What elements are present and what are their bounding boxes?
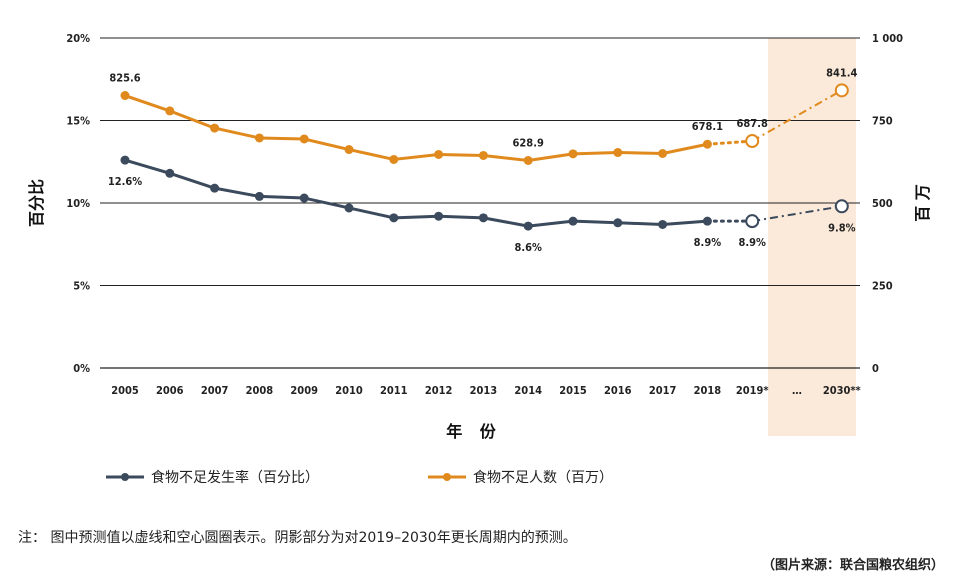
series-line-1 [124, 94, 708, 162]
right-axis-title: 百 万 [913, 184, 932, 222]
right-tick-label: 500 [872, 197, 893, 210]
legend-label-count: 食物不足人数（百万） [473, 469, 613, 486]
data-point [523, 221, 533, 231]
data-point [478, 150, 488, 160]
x-tick-label: 2017 [649, 384, 677, 397]
x-tick-label: 2014 [514, 384, 542, 397]
right-tick-label: 750 [872, 115, 893, 128]
data-point [165, 168, 175, 178]
x-tick-label: 2015 [559, 384, 587, 397]
data-point [254, 133, 264, 143]
x-tick-label: 2005 [111, 384, 139, 397]
data-label: 687.8 [737, 117, 768, 130]
projection-shade [768, 38, 856, 436]
left-axis-title: 百分比 [27, 179, 46, 227]
data-point [344, 203, 354, 213]
right-tick-label: 0 [872, 362, 879, 375]
data-point [389, 213, 399, 223]
legend-label-rate: 食物不足发生率（百分比） [151, 469, 319, 486]
footnote: 注： 图中预测值以虚线和空心圆圈表示。阴影部分为对2019–2030年更长周期内… [18, 530, 577, 546]
data-point [568, 216, 578, 226]
data-point [210, 123, 220, 133]
x-tick-label: 2011 [380, 384, 408, 397]
series-line-0 [124, 158, 708, 228]
data-point [120, 155, 130, 165]
data-point [254, 191, 264, 201]
series-projection-dashed-0 [752, 205, 842, 223]
x-tick-label: 2012 [425, 384, 453, 397]
x-tick-label: 2030** [823, 384, 861, 397]
left-tick-label: 0% [73, 362, 90, 375]
data-point [299, 134, 309, 144]
data-point [613, 218, 623, 228]
source-credit: （图片来源：联合国粮农组织） [762, 557, 944, 573]
data-point [745, 214, 760, 229]
data-point [702, 216, 712, 226]
x-tick-label: 2006 [156, 384, 184, 397]
legend-item-count: 食物不足人数（百万） [428, 469, 613, 486]
data-label: 8.6% [514, 241, 542, 254]
data-point [434, 149, 444, 159]
data-point [745, 134, 760, 149]
data-label: 841.4 [826, 66, 857, 79]
data-label: 628.9 [513, 136, 544, 149]
x-tick-label: … [792, 384, 802, 397]
data-point [434, 211, 444, 221]
data-label: 8.9% [738, 236, 766, 249]
data-point [568, 149, 578, 159]
series-projection-dashed-1 [751, 89, 843, 142]
data-point [344, 145, 354, 155]
x-tick-label: 2018 [694, 384, 722, 397]
x-axis-ticks: 2005 2006 2007 2008 2009 2010 2011 2012 2013 2014… [111, 384, 861, 397]
data-labels: 12.6% 8.6% 8.9% 8.9% 9.8% 825.6 628.9 678.1 687.… [108, 66, 858, 254]
x-tick-label: 2009 [290, 384, 318, 397]
left-tick-label: 10% [66, 197, 90, 210]
x-tick-label: 2019* [736, 384, 769, 397]
x-tick-label: 2013 [470, 384, 498, 397]
left-axis-ticks: 20% 15% 10% 5% 0% [66, 32, 90, 375]
data-point [120, 91, 130, 101]
left-tick-label: 15% [66, 115, 90, 128]
data-point [478, 213, 488, 223]
x-tick-label: 2008 [246, 384, 274, 397]
data-point [523, 155, 533, 165]
data-point [658, 219, 668, 229]
data-point [658, 149, 668, 158]
data-point [299, 193, 309, 203]
data-point [834, 199, 849, 214]
data-point [834, 83, 849, 98]
data-label: 8.9% [694, 236, 722, 249]
data-label: 678.1 [692, 120, 723, 133]
x-tick-label: 2016 [604, 384, 632, 397]
left-tick-label: 5% [73, 280, 90, 293]
data-point [210, 183, 220, 193]
data-label: 12.6% [108, 175, 142, 188]
left-tick-label: 20% [66, 32, 90, 45]
x-axis-title: 年 份 [446, 422, 502, 441]
right-tick-label: 1 000 [872, 32, 903, 45]
legend-item-rate: 食物不足发生率（百分比） [106, 469, 319, 486]
right-axis-ticks: 1 000 750 500 250 0 [872, 32, 903, 375]
x-tick-label: 2010 [335, 384, 363, 397]
data-point [165, 106, 175, 116]
data-label: 9.8% [828, 221, 856, 234]
data-point [702, 139, 712, 149]
x-tick-label: 2007 [201, 384, 229, 397]
data-point [389, 154, 399, 164]
series-projection-dotted-1 [705, 139, 754, 146]
gridlines [100, 37, 860, 369]
right-tick-label: 250 [872, 280, 893, 293]
series-layer [120, 83, 849, 231]
legend: 食物不足发生率（百分比） 食物不足人数（百万） [106, 469, 613, 486]
data-point [613, 148, 623, 158]
data-label: 825.6 [109, 72, 140, 85]
